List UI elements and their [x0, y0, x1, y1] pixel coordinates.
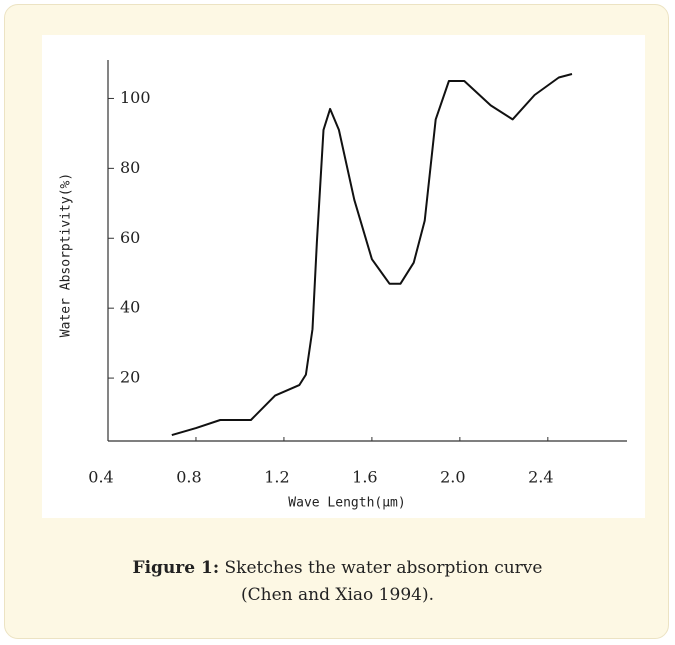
x-tick-label: 2.4	[528, 468, 553, 487]
y-axis-label: Water Absorptivity(%)	[59, 173, 74, 337]
y-tick-label: 80	[120, 158, 140, 177]
caption: Figure 1: Sketches the water absorption …	[0, 555, 675, 609]
x-tick-label: 1.6	[352, 468, 377, 487]
caption-source: (Chen and Xiao 1994).	[241, 585, 434, 605]
y-tick-label: 20	[120, 368, 140, 387]
plot-background	[42, 35, 645, 518]
x-tick-label: 2.0	[440, 468, 465, 487]
y-tick-label: 60	[120, 228, 140, 247]
caption-label: Figure 1:	[132, 558, 220, 578]
x-tick-label: 0.8	[176, 468, 201, 487]
y-tick-label: 100	[120, 88, 151, 107]
y-tick-label: 40	[120, 298, 140, 317]
caption-text: Sketches the water absorption curve	[224, 558, 543, 578]
chart: Wave Length(μm) Water Absorptivity(%) 20…	[42, 35, 645, 518]
x-tick-label: 1.2	[264, 468, 289, 487]
x-tick-label: 0.4	[88, 468, 113, 487]
x-axis-label: Wave Length(μm)	[288, 496, 405, 511]
data-line	[171, 73, 573, 437]
